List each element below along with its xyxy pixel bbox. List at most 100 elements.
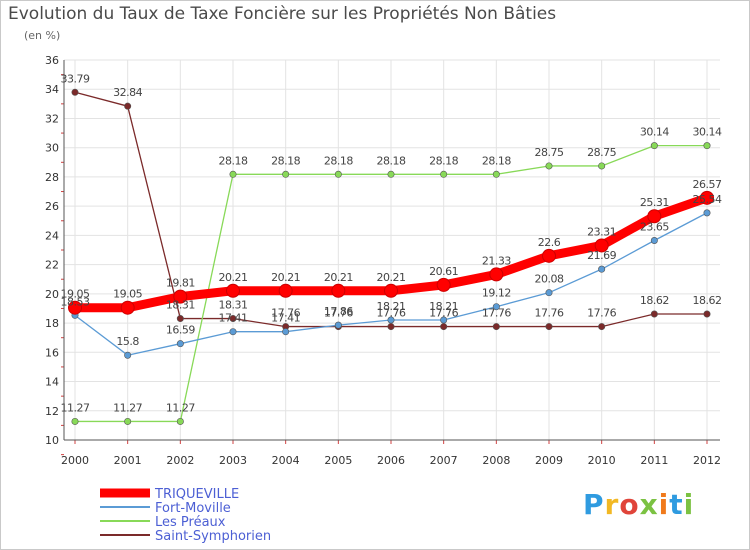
data-label: 18.62	[693, 294, 722, 307]
x-tick-label: 2006	[377, 454, 405, 467]
data-label: 19.05	[61, 288, 90, 301]
data-label: 20.21	[271, 271, 300, 284]
logo-letter: i	[658, 488, 670, 521]
data-label: 19.05	[113, 288, 142, 301]
logo-letter: o	[619, 488, 640, 521]
plot-area	[64, 60, 720, 440]
x-tick-label: 2000	[61, 454, 89, 467]
data-label: 28.18	[429, 154, 458, 167]
data-label: 17.76	[271, 307, 300, 320]
data-label: 20.08	[535, 273, 564, 286]
data-label: 23.65	[640, 221, 669, 234]
data-point	[703, 142, 711, 150]
y-tick-label: 32	[45, 112, 59, 125]
data-label: 19.81	[166, 277, 195, 290]
data-point	[124, 417, 132, 425]
data-point	[176, 315, 184, 323]
legend-label: Les Préaux	[155, 515, 226, 530]
data-label: 30.14	[693, 126, 722, 139]
y-tick-label: 26	[45, 200, 59, 213]
logo-letter: P	[583, 488, 605, 521]
data-label: 18.53	[61, 295, 90, 308]
data-label: 17.76	[324, 307, 353, 320]
legend-label: Fort-Moville	[155, 501, 231, 516]
x-tick-label: 2002	[166, 454, 194, 467]
data-point	[334, 170, 342, 178]
legend-label: TRIQUEVILLE	[154, 487, 239, 502]
data-point	[489, 267, 504, 282]
data-point	[229, 315, 237, 323]
y-tick-label: 22	[45, 259, 59, 272]
data-point	[226, 283, 240, 298]
data-point	[331, 283, 346, 298]
data-label: 15.8	[116, 335, 139, 348]
x-tick-label: 2010	[588, 454, 616, 467]
data-label: 18.62	[640, 294, 669, 307]
data-point	[282, 328, 290, 336]
data-label: 17.76	[482, 307, 511, 320]
y-tick-label: 10	[45, 434, 59, 447]
proxiti-logo: Proxiti	[583, 488, 694, 521]
x-tick-label: 2004	[272, 454, 300, 467]
data-label: 28.18	[377, 154, 406, 167]
y-tick-label: 14	[45, 376, 59, 389]
logo-letter: r	[604, 488, 620, 521]
data-point	[545, 162, 553, 170]
data-point	[598, 162, 606, 170]
data-label: 22.6	[538, 236, 561, 249]
logo-letter: i	[683, 488, 695, 521]
logo-letter: t	[669, 488, 684, 521]
data-label: 23.31	[587, 225, 616, 238]
data-label: 11.27	[113, 401, 142, 414]
x-tick-label: 2007	[430, 454, 458, 467]
data-point	[387, 323, 395, 331]
data-label: 18.31	[166, 299, 195, 312]
data-point	[650, 142, 658, 150]
data-point	[334, 321, 342, 329]
y-tick-label: 24	[45, 229, 59, 242]
data-label: 28.75	[587, 146, 616, 159]
data-point	[650, 237, 658, 245]
data-point	[71, 88, 79, 96]
data-label: 28.18	[219, 154, 248, 167]
data-label: 33.79	[61, 72, 90, 85]
data-point	[598, 323, 606, 331]
data-point	[68, 300, 82, 315]
data-point	[647, 209, 662, 224]
y-tick-label: 36	[45, 54, 59, 67]
data-point	[173, 289, 188, 304]
data-point	[703, 310, 711, 318]
data-label: 19.12	[482, 287, 511, 300]
data-label: 17.76	[587, 307, 616, 320]
data-label: 18.31	[219, 299, 248, 312]
data-point	[594, 238, 609, 253]
data-point	[545, 289, 553, 297]
data-label: 17.76	[535, 307, 564, 320]
x-tick-label: 2005	[324, 454, 352, 467]
data-label: 16.59	[166, 324, 195, 337]
data-label: 25.54	[693, 193, 722, 206]
data-point	[440, 316, 448, 324]
data-point	[700, 190, 714, 205]
data-point	[387, 170, 395, 178]
data-point	[278, 283, 293, 298]
data-label: 30.14	[640, 126, 669, 139]
data-point	[542, 248, 556, 263]
y-tick-label: 28	[45, 171, 59, 184]
data-label: 17.41	[219, 312, 248, 325]
x-tick-label: 2001	[114, 454, 142, 467]
data-point	[124, 102, 132, 110]
data-label: 20.21	[324, 271, 353, 284]
x-tick-label: 2003	[219, 454, 247, 467]
data-point	[492, 303, 500, 311]
data-label: 18.21	[377, 300, 406, 313]
data-label: 28.75	[535, 146, 564, 159]
data-point	[387, 316, 395, 324]
data-label: 11.27	[166, 401, 195, 414]
x-tick-label: 2008	[482, 454, 510, 467]
data-point	[545, 323, 553, 331]
data-point	[176, 340, 184, 348]
data-label: 32.84	[113, 86, 142, 99]
y-tick-label: 30	[45, 142, 59, 155]
